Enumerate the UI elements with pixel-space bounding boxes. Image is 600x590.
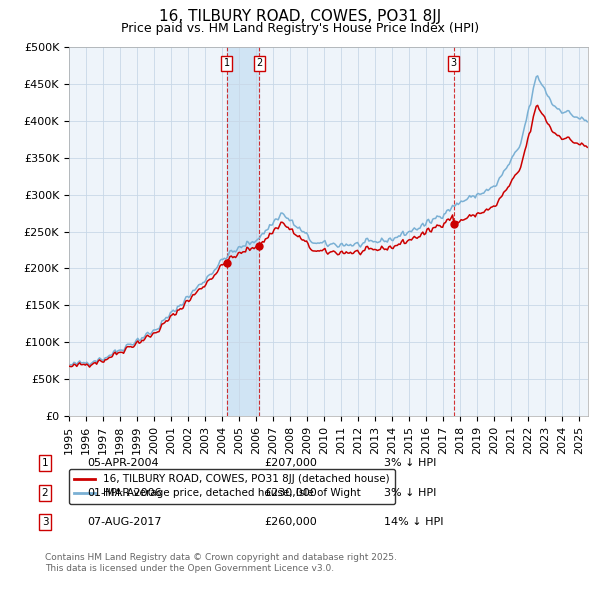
Legend: 16, TILBURY ROAD, COWES, PO31 8JJ (detached house), HPI: Average price, detached: 16, TILBURY ROAD, COWES, PO31 8JJ (detac…	[69, 469, 395, 504]
Text: 2: 2	[41, 488, 49, 497]
Text: 1: 1	[224, 58, 230, 68]
Text: 3: 3	[451, 58, 457, 68]
Bar	[227, 47, 259, 416]
Text: £207,000: £207,000	[264, 458, 317, 468]
Text: 1: 1	[41, 458, 49, 468]
Text: £230,000: £230,000	[264, 488, 317, 497]
Text: 3% ↓ HPI: 3% ↓ HPI	[384, 488, 436, 497]
Text: This data is licensed under the Open Government Licence v3.0.: This data is licensed under the Open Gov…	[45, 565, 334, 573]
Text: 01-MAR-2006: 01-MAR-2006	[87, 488, 161, 497]
Text: 16, TILBURY ROAD, COWES, PO31 8JJ: 16, TILBURY ROAD, COWES, PO31 8JJ	[159, 9, 441, 24]
Text: Price paid vs. HM Land Registry's House Price Index (HPI): Price paid vs. HM Land Registry's House …	[121, 22, 479, 35]
Text: 3: 3	[41, 517, 49, 527]
Text: 2: 2	[256, 58, 262, 68]
Text: Contains HM Land Registry data © Crown copyright and database right 2025.: Contains HM Land Registry data © Crown c…	[45, 553, 397, 562]
Text: 07-AUG-2017: 07-AUG-2017	[87, 517, 161, 527]
Text: 05-APR-2004: 05-APR-2004	[87, 458, 158, 468]
Text: 14% ↓ HPI: 14% ↓ HPI	[384, 517, 443, 527]
Text: £260,000: £260,000	[264, 517, 317, 527]
Text: 3% ↓ HPI: 3% ↓ HPI	[384, 458, 436, 468]
